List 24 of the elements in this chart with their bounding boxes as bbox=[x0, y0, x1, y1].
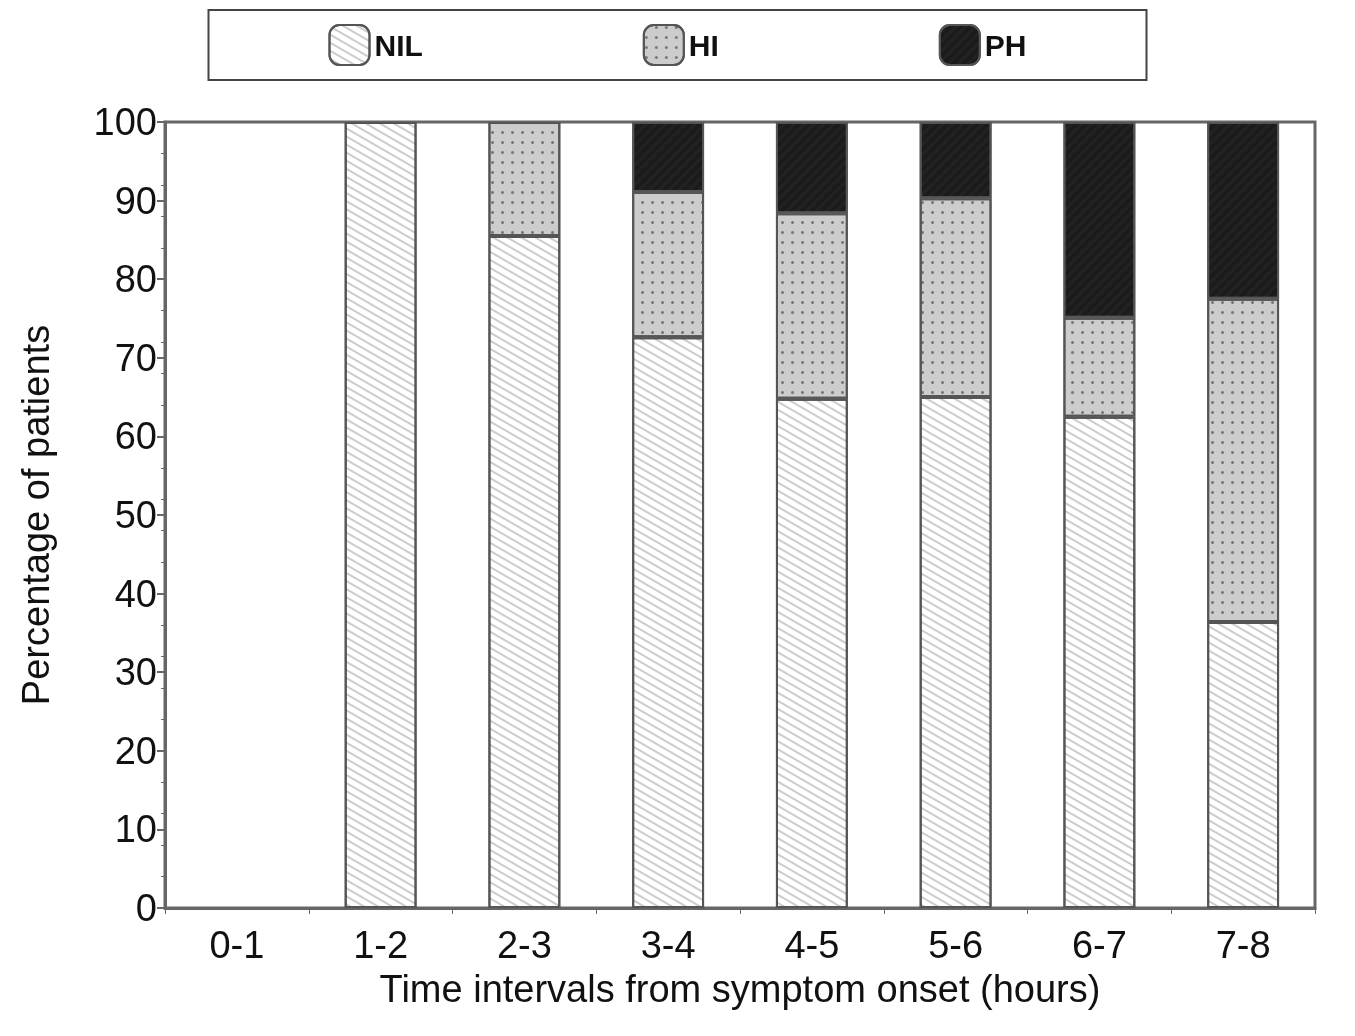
y-tick-label: 10 bbox=[114, 808, 157, 851]
legend-label: HI bbox=[688, 28, 719, 62]
y-tick-label: 50 bbox=[114, 494, 157, 536]
x-tick-label: 1-2 bbox=[353, 924, 409, 966]
y-tick-label: 20 bbox=[114, 729, 157, 772]
x-axis-title: Time intervals from symptom onset (hours) bbox=[379, 968, 1101, 1010]
x-tick-label: 5-6 bbox=[928, 924, 984, 966]
legend-label: NIL bbox=[374, 28, 423, 62]
x-tick-label: 0-1 bbox=[209, 924, 265, 966]
x-tick-label: 6-7 bbox=[1071, 924, 1127, 966]
y-tick-label: 30 bbox=[114, 651, 157, 694]
y-tick-label: 90 bbox=[114, 179, 157, 222]
y-tick-label: 100 bbox=[93, 101, 157, 143]
x-tick-label: 7-8 bbox=[1215, 924, 1271, 966]
y-tick-label: 80 bbox=[114, 258, 157, 301]
x-tick-label: 2-3 bbox=[496, 924, 552, 966]
x-tick-label: 3-4 bbox=[640, 924, 696, 966]
y-tick-label: 40 bbox=[114, 572, 157, 615]
y-axis-title: Percentage of patients bbox=[15, 324, 57, 706]
legend-label: PH bbox=[984, 28, 1027, 62]
y-tick-label: 60 bbox=[114, 415, 157, 458]
y-tick-label: 70 bbox=[114, 336, 157, 379]
y-tick-label: 0 bbox=[135, 887, 157, 929]
x-tick-label: 4-5 bbox=[784, 924, 840, 966]
